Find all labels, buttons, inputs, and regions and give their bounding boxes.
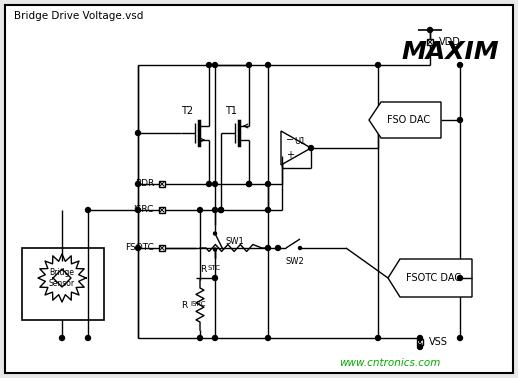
Text: MAXIM: MAXIM [401, 40, 499, 64]
Text: VSS: VSS [429, 337, 448, 347]
Circle shape [266, 208, 270, 212]
Text: +: + [286, 150, 294, 161]
Bar [417, 339, 423, 345]
Circle shape [197, 336, 203, 341]
Polygon shape [388, 259, 472, 297]
Text: Bridge
Sensor: Bridge Sensor [49, 268, 75, 288]
Circle shape [298, 246, 301, 249]
Circle shape [212, 336, 218, 341]
Circle shape [136, 245, 140, 251]
Circle shape [266, 181, 270, 186]
Circle shape [85, 208, 91, 212]
Circle shape [136, 181, 140, 186]
Circle shape [266, 336, 270, 341]
Bar [159, 181, 165, 187]
Circle shape [219, 208, 223, 212]
Text: Bridge Drive Voltage.vsd: Bridge Drive Voltage.vsd [14, 11, 143, 21]
Circle shape [457, 276, 463, 280]
Circle shape [207, 181, 211, 186]
Circle shape [247, 181, 252, 186]
Text: U1: U1 [294, 138, 306, 147]
Circle shape [219, 208, 223, 212]
Circle shape [276, 245, 281, 251]
Polygon shape [281, 131, 311, 165]
Text: ISRC: ISRC [134, 204, 154, 214]
Text: T1: T1 [225, 106, 237, 116]
Circle shape [213, 248, 217, 251]
Text: FSO DAC: FSO DAC [387, 115, 430, 125]
Circle shape [212, 62, 218, 68]
Circle shape [376, 336, 381, 341]
Text: ISRC: ISRC [190, 301, 206, 307]
Text: www.cntronics.com: www.cntronics.com [339, 358, 441, 368]
Bar [22, 248, 104, 320]
Text: FSOTC: FSOTC [125, 243, 154, 251]
Circle shape [427, 28, 433, 33]
Bar [427, 39, 433, 45]
Text: SW1: SW1 [225, 237, 244, 246]
Bar [159, 207, 165, 213]
Circle shape [212, 181, 218, 186]
Circle shape [266, 62, 270, 68]
Text: SW2: SW2 [286, 257, 305, 266]
Circle shape [309, 146, 313, 150]
Text: R: R [181, 301, 187, 310]
Circle shape [418, 336, 423, 341]
Circle shape [212, 276, 218, 280]
Text: FSOTC DAC: FSOTC DAC [407, 273, 462, 283]
Polygon shape [38, 254, 86, 302]
Text: −: − [286, 135, 294, 146]
Text: STC: STC [207, 265, 220, 271]
Circle shape [277, 246, 280, 249]
Polygon shape [369, 102, 441, 138]
Circle shape [376, 62, 381, 68]
Text: VDD: VDD [439, 37, 461, 47]
Circle shape [85, 336, 91, 341]
Circle shape [457, 336, 463, 341]
Circle shape [457, 62, 463, 68]
Text: R: R [200, 265, 206, 274]
Circle shape [457, 118, 463, 122]
Circle shape [247, 181, 252, 186]
Circle shape [213, 232, 217, 235]
Text: T2: T2 [181, 106, 193, 116]
Circle shape [136, 130, 140, 135]
Circle shape [212, 208, 218, 212]
Circle shape [60, 336, 65, 341]
Bar [159, 245, 165, 251]
Circle shape [247, 62, 252, 68]
Circle shape [418, 344, 423, 350]
Circle shape [266, 245, 270, 251]
Circle shape [197, 208, 203, 212]
Circle shape [207, 62, 211, 68]
Text: BDR: BDR [135, 178, 154, 187]
Circle shape [136, 208, 140, 212]
